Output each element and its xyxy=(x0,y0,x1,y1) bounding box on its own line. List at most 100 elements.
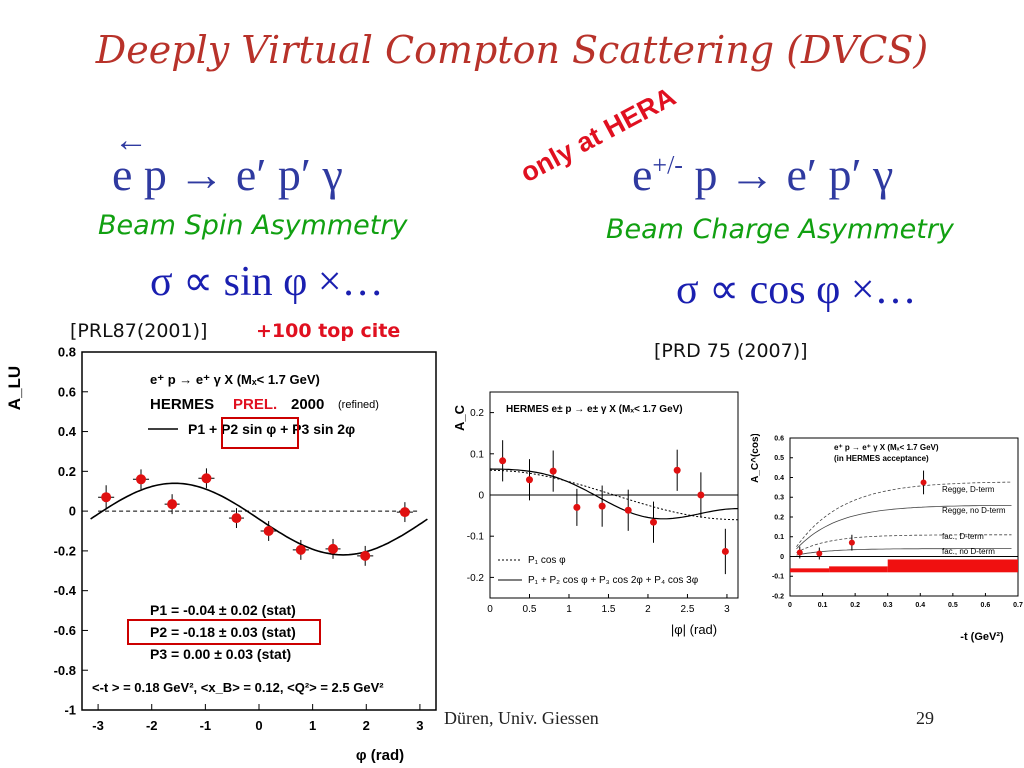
x-tick-label: 0.5 xyxy=(523,604,537,615)
systematic-band xyxy=(790,568,830,573)
right-reference: [PRD 75 (2007)] xyxy=(654,340,808,362)
ac-xlabel: |φ| (rad) xyxy=(671,622,717,637)
alu-legend-fit: P1 + P2 sin φ + P3 sin 2φ xyxy=(188,421,355,437)
data-point xyxy=(624,506,632,514)
alu-ylabel: A_LU xyxy=(5,366,24,410)
ac-header: HERMES e± p → e± γ X (Mₓ< 1.7 GeV) xyxy=(506,404,683,415)
left-formula: σ ∝ sin φ ×… xyxy=(150,259,384,305)
right-reaction-e: e xyxy=(632,149,653,200)
alu-legend-refined: (refined) xyxy=(338,399,379,411)
model-curve xyxy=(796,534,1012,553)
right-formula: σ ∝ cos φ ×… xyxy=(676,267,917,313)
model-curve xyxy=(796,505,1012,550)
data-point xyxy=(649,518,657,526)
act-header: e⁺ p → e⁺ γ X (Mₓ< 1.7 GeV) xyxy=(834,443,939,452)
data-point xyxy=(263,526,274,536)
polarized-arrow-icon: ← xyxy=(114,122,148,159)
data-point xyxy=(101,492,112,503)
ac-legend-2: P₁ + P₂ cos φ + P₃ cos 2φ + P₄ cos 3φ xyxy=(528,575,699,586)
x-tick-label: 2.5 xyxy=(680,604,694,615)
x-tick-label: 1.5 xyxy=(602,604,616,615)
model-curve xyxy=(796,548,1012,556)
x-tick-label: 0 xyxy=(487,604,493,615)
alu-param-p3: P3 = 0.00 ± 0.03 (stat) xyxy=(150,646,291,662)
ac-legend-1: P₁ cos φ xyxy=(528,555,566,566)
alu-legend-hermes: HERMES xyxy=(150,396,214,413)
y-tick-label: 0.3 xyxy=(774,495,784,502)
y-tick-label: 0 xyxy=(478,491,484,502)
y-tick-label: 0.2 xyxy=(58,464,76,479)
act-curve-label-2: Regge, no D-term xyxy=(942,506,1006,515)
data-point xyxy=(167,499,178,510)
x-tick-label: 0.4 xyxy=(915,602,925,609)
y-tick-label: 0.4 xyxy=(774,475,784,482)
x-tick-label: 1 xyxy=(309,718,316,733)
y-tick-label: 0.5 xyxy=(774,455,784,462)
y-tick-label: -0.6 xyxy=(54,623,76,638)
right-reaction-rest: p → e′ p′ γ xyxy=(682,149,894,200)
data-point xyxy=(816,550,823,557)
y-tick-label: -0.1 xyxy=(772,574,784,581)
alu-legend-reaction: e⁺ p → e⁺ γ X (Mₓ< 1.7 GeV) xyxy=(150,372,320,387)
alu-fit-curve xyxy=(90,482,428,556)
data-point xyxy=(721,547,729,555)
ac-t-chart: 0 0.1 0.2 0.3 0.4 0.5 0.6 0.7 0.6 0.5 0.4 0.3 0.2 0.1… xyxy=(750,434,1023,643)
act-curve-label-4: fac., no D-term xyxy=(942,547,995,556)
y-tick-label: 0.6 xyxy=(774,435,784,442)
data-point xyxy=(231,513,242,524)
data-point xyxy=(598,502,606,510)
act-xlabel: -t (GeV²) xyxy=(960,631,1004,643)
y-tick-label: 0.4 xyxy=(58,424,77,439)
x-tick-label: -3 xyxy=(92,718,104,733)
footer-author: Düren, Univ. Giessen xyxy=(444,708,599,728)
y-tick-label: 0.1 xyxy=(470,449,484,460)
data-point xyxy=(360,550,371,561)
x-tick-label: 0.5 xyxy=(948,602,958,609)
x-tick-label: 1 xyxy=(566,604,572,615)
y-tick-label: 0.1 xyxy=(774,534,784,541)
left-reaction-text: e p → e′ p′ γ xyxy=(112,149,343,200)
alu-kinematics: <-t > = 0.18 GeV², <x_B> = 0.12, <Q²> = … xyxy=(92,680,384,695)
alu-param-box xyxy=(127,619,321,645)
data-point xyxy=(549,467,557,475)
ac-phi-chart: 0 0.5 1 1.5 2 2.5 3 0.2 0.1 0 -0.1 -0.2 A_C |φ| (ra… xyxy=(452,391,739,637)
model-curve xyxy=(796,481,1012,547)
x-tick-label: 0.2 xyxy=(850,602,860,609)
x-tick-label: 3 xyxy=(724,604,730,615)
right-reaction-sup: +/- xyxy=(652,150,683,180)
y-tick-label: 0 xyxy=(780,554,784,561)
alu-highlight-box xyxy=(221,417,299,449)
y-tick-label: 0.2 xyxy=(470,408,484,419)
x-tick-label: 0.1 xyxy=(818,602,828,609)
ac-ylabel: A_C xyxy=(452,404,467,431)
y-tick-label: -0.4 xyxy=(54,583,77,598)
x-tick-label: 3 xyxy=(416,718,423,733)
beam-spin-asymmetry-label: Beam Spin Asymmetry xyxy=(98,210,408,241)
x-tick-label: 0.7 xyxy=(1013,602,1023,609)
data-point xyxy=(796,549,803,556)
data-point xyxy=(201,473,212,484)
slide-title: Deeply Virtual Compton Scattering (DVCS) xyxy=(95,28,929,72)
alu-xlabel: φ (rad) xyxy=(356,747,404,764)
y-tick-label: -0.2 xyxy=(467,573,485,584)
data-point xyxy=(328,543,339,554)
x-tick-label: 0.6 xyxy=(981,602,991,609)
x-tick-label: 2 xyxy=(645,604,651,615)
data-point xyxy=(697,491,705,499)
x-tick-label: 2 xyxy=(363,718,370,733)
x-tick-label: -1 xyxy=(200,718,212,733)
y-tick-label: -0.8 xyxy=(54,663,76,678)
footer-page-number: 29 xyxy=(916,708,934,728)
y-tick-label: 0.2 xyxy=(774,514,784,521)
act-ylabel: A_C^(cos) xyxy=(750,434,761,483)
y-tick-label: 0 xyxy=(69,504,76,519)
y-tick-label: -1 xyxy=(64,703,76,718)
y-tick-label: 0.6 xyxy=(58,384,76,399)
systematic-band xyxy=(887,559,1018,573)
top-cite-note: +100 top cite xyxy=(256,320,401,342)
act-curve-label-1: Regge, D-term xyxy=(942,485,995,494)
data-point xyxy=(673,466,681,474)
act-curve-label-3: fac., D-term xyxy=(942,532,984,541)
y-tick-label: -0.2 xyxy=(772,593,784,600)
beam-charge-asymmetry-label: Beam Charge Asymmetry xyxy=(606,214,954,245)
